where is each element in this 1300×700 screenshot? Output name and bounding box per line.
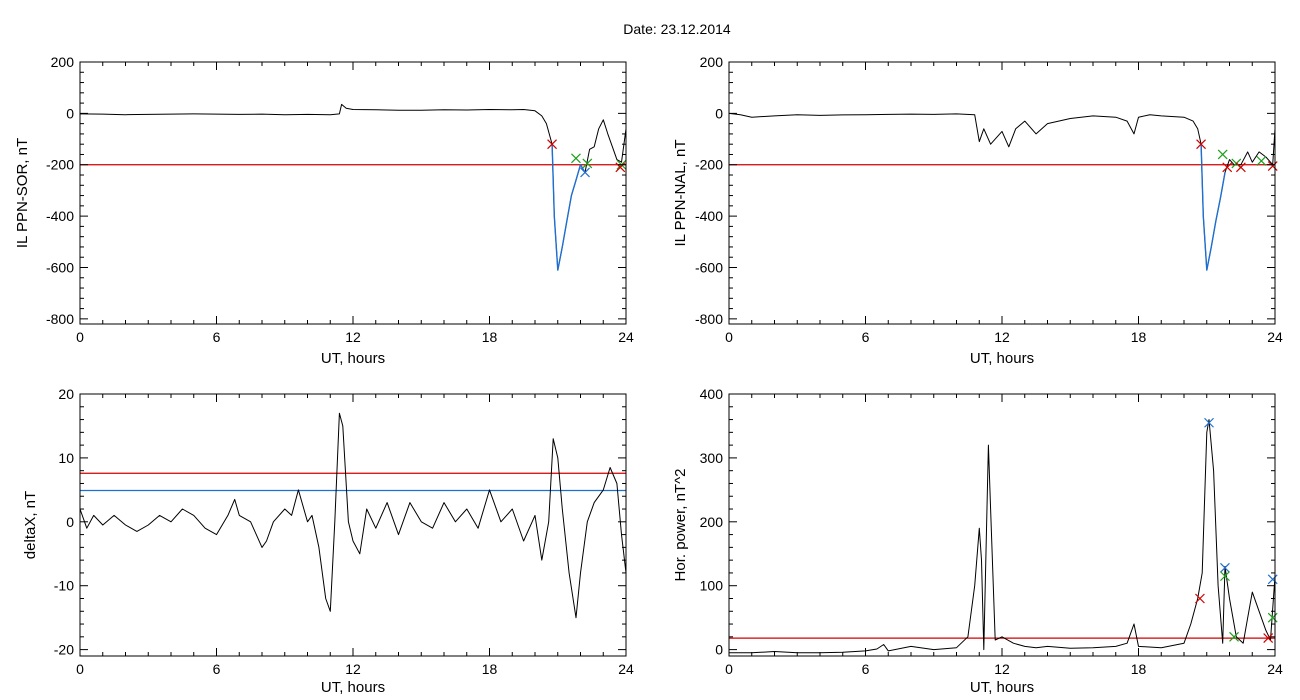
plot-frame bbox=[728, 61, 1276, 325]
data-point-marker bbox=[1217, 149, 1228, 160]
series-line bbox=[79, 103, 627, 271]
x-tick-label: 18 bbox=[1131, 329, 1147, 345]
panel-top-right: 0 6 12 18 24 200 0 -200 -400 -600 -800 UT, hours I… bbox=[672, 54, 1283, 367]
data-point-marker bbox=[1195, 593, 1205, 604]
x-tick-label: 12 bbox=[345, 329, 361, 345]
y-axis-label: IL PPN-NAL, nT bbox=[672, 140, 689, 247]
y-axis-label: deltaX, nT bbox=[22, 491, 39, 559]
x-tick-label: 0 bbox=[76, 661, 84, 677]
y-tick-label: -800 bbox=[695, 311, 723, 327]
y-tick-label: -10 bbox=[54, 578, 74, 594]
data-point-marker bbox=[1267, 574, 1278, 585]
series-line bbox=[79, 412, 627, 619]
data-point-marker bbox=[1235, 162, 1246, 173]
x-tick-label: 18 bbox=[482, 329, 498, 345]
y-tick-label: 0 bbox=[715, 642, 723, 658]
data-point-marker bbox=[571, 153, 581, 164]
data-point-marker bbox=[1267, 612, 1278, 623]
y-tick-label: 0 bbox=[66, 105, 74, 121]
x-tick-label: 24 bbox=[618, 329, 634, 345]
x-tick-label: 6 bbox=[862, 661, 870, 677]
x-axis-label: UT, hours bbox=[321, 350, 385, 367]
x-axis-label: UT, hours bbox=[321, 679, 385, 696]
y-tick-label: -200 bbox=[695, 157, 723, 173]
data-point-marker bbox=[582, 158, 593, 169]
y-axis-label: IL PPN-SOR, nT bbox=[14, 138, 31, 248]
y-tick-label: 10 bbox=[58, 450, 74, 466]
x-tick-label: 24 bbox=[1267, 661, 1283, 677]
y-tick-label: -20 bbox=[54, 642, 74, 658]
x-tick-label: 6 bbox=[862, 329, 870, 345]
y-tick-label: 200 bbox=[51, 54, 75, 70]
x-tick-label: 12 bbox=[345, 661, 361, 677]
data-point-marker bbox=[580, 167, 590, 178]
y-tick-label: 400 bbox=[700, 386, 724, 402]
x-tick-label: 12 bbox=[994, 661, 1010, 677]
data-point-marker bbox=[1229, 631, 1239, 642]
data-point-marker bbox=[1220, 562, 1230, 573]
panel-bottom-right: 0 6 12 18 24 400 300 200 100 0 UT, hours Hor. pow… bbox=[672, 386, 1283, 696]
data-point-marker bbox=[1196, 139, 1206, 150]
y-tick-label: 200 bbox=[700, 514, 724, 530]
series-line bbox=[551, 144, 586, 271]
y-tick-label: 100 bbox=[700, 578, 724, 594]
y-tick-label: -600 bbox=[695, 259, 723, 275]
y-tick-label: 200 bbox=[700, 54, 724, 70]
y-tick-label: 300 bbox=[700, 450, 724, 466]
y-tick-label: -400 bbox=[695, 208, 723, 224]
data-point-marker bbox=[1256, 155, 1267, 166]
data-point-marker bbox=[547, 139, 557, 150]
panel-bottom-left: 0 6 12 18 24 20 10 0 -10 -20 UT, hours deltaX, nT bbox=[22, 386, 634, 696]
x-tick-label: 6 bbox=[213, 661, 221, 677]
x-tick-label: 0 bbox=[725, 329, 733, 345]
x-tick-label: 18 bbox=[1131, 661, 1147, 677]
y-tick-label: -600 bbox=[46, 259, 74, 275]
x-tick-label: 0 bbox=[725, 661, 733, 677]
x-tick-label: 0 bbox=[76, 329, 84, 345]
y-axis-label: Hor. power, nT^2 bbox=[672, 469, 689, 582]
x-tick-label: 18 bbox=[482, 661, 498, 677]
x-tick-label: 24 bbox=[618, 661, 634, 677]
data-point-marker bbox=[1204, 417, 1214, 428]
series-line bbox=[729, 419, 1276, 654]
y-tick-label: 0 bbox=[715, 105, 723, 121]
series-line bbox=[1200, 144, 1226, 271]
y-tick-label: -200 bbox=[46, 157, 74, 173]
data-point-marker bbox=[1220, 571, 1230, 582]
plot-frame bbox=[79, 393, 627, 657]
series-line bbox=[728, 112, 1276, 271]
x-axis-label: UT, hours bbox=[970, 350, 1034, 367]
y-tick-label: -800 bbox=[46, 311, 74, 327]
data-point-marker bbox=[1267, 161, 1278, 171]
y-tick-label: 0 bbox=[66, 514, 74, 530]
x-tick-label: 6 bbox=[213, 329, 221, 345]
data-point-marker bbox=[1222, 162, 1233, 173]
figure-title: Date: 23.12.2014 bbox=[623, 21, 731, 37]
data-point-marker bbox=[1263, 633, 1274, 644]
plot-frame bbox=[79, 61, 627, 325]
x-axis-label: UT, hours bbox=[970, 679, 1034, 696]
x-tick-label: 24 bbox=[1267, 329, 1283, 345]
panel-top-left: 0 6 12 18 24 200 0 -200 -400 -600 -800 UT, hours I… bbox=[14, 54, 634, 367]
y-tick-label: -400 bbox=[46, 208, 74, 224]
x-tick-label: 12 bbox=[994, 329, 1010, 345]
y-tick-label: 20 bbox=[58, 386, 74, 402]
